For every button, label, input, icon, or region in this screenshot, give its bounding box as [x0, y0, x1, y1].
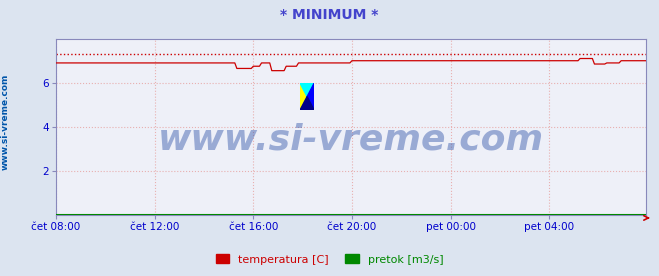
- Polygon shape: [300, 97, 314, 110]
- Legend: temperatura [C], pretok [m3/s]: temperatura [C], pretok [m3/s]: [212, 250, 447, 269]
- Text: * MINIMUM *: * MINIMUM *: [280, 8, 379, 22]
- Polygon shape: [300, 83, 307, 110]
- Text: www.si-vreme.com: www.si-vreme.com: [158, 122, 544, 156]
- Polygon shape: [307, 83, 314, 110]
- Polygon shape: [300, 83, 314, 97]
- Text: www.si-vreme.com: www.si-vreme.com: [1, 73, 10, 170]
